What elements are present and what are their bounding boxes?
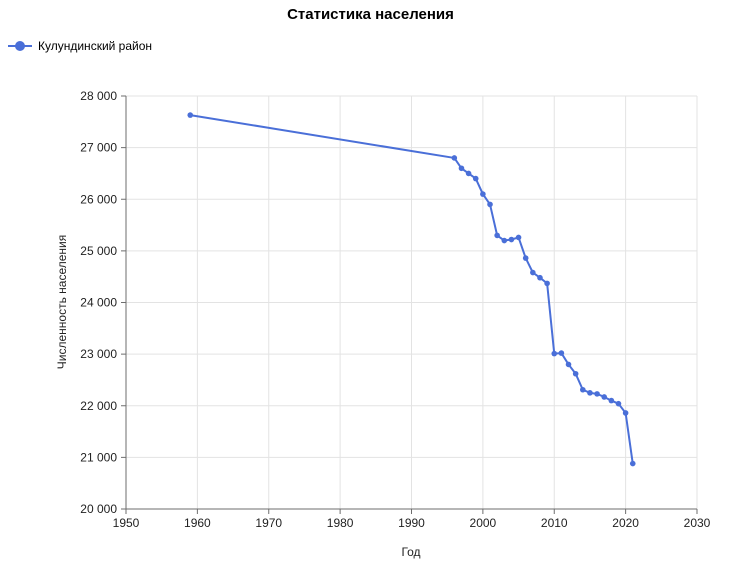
x-tick-label: 2010 — [541, 516, 568, 530]
x-tick-label: 1960 — [184, 516, 211, 530]
data-point — [622, 410, 629, 416]
chart-title: Статистика населения — [287, 6, 454, 23]
data-point — [629, 460, 636, 467]
data-point — [187, 112, 194, 118]
y-tick-label: 21 000 — [80, 450, 117, 464]
x-axis-label: Год — [401, 545, 420, 559]
x-tick-label: 2030 — [684, 516, 711, 530]
y-tick-label: 20 000 — [80, 502, 117, 516]
data-point — [587, 390, 593, 396]
x-tick-label: 2020 — [612, 516, 639, 530]
data-point — [601, 394, 608, 400]
data-point — [565, 361, 572, 368]
x-tick-label: 2000 — [470, 516, 497, 530]
data-point — [472, 175, 479, 182]
x-tick-label: 1970 — [255, 516, 282, 530]
y-tick-label: 26 000 — [80, 192, 117, 206]
y-tick-label: 25 000 — [80, 244, 117, 258]
data-point — [458, 165, 465, 172]
x-tick-label: 1990 — [398, 516, 425, 530]
data-point — [465, 170, 472, 177]
data-point — [594, 391, 600, 397]
data-point — [480, 191, 486, 197]
data-point — [487, 201, 493, 208]
data-point — [551, 350, 558, 357]
data-point — [522, 255, 529, 261]
x-tick-label: 1980 — [327, 516, 354, 530]
y-tick-label: 24 000 — [80, 296, 117, 310]
y-tick-label: 23 000 — [80, 347, 117, 361]
y-tick-label: 22 000 — [80, 399, 117, 413]
data-point — [501, 237, 508, 244]
data-point — [515, 234, 522, 241]
y-axis-label: Численность населения — [55, 235, 69, 369]
data-point — [508, 236, 515, 243]
data-point — [615, 400, 622, 407]
x-tick-label: 1950 — [113, 516, 140, 530]
legend-marker-icon — [8, 40, 32, 52]
legend-label: Кулундинский район — [38, 39, 153, 53]
data-point — [451, 155, 458, 161]
data-point — [494, 232, 500, 239]
data-point — [580, 386, 586, 393]
legend-item[interactable]: Кулундинский район — [8, 39, 152, 53]
data-point — [558, 350, 565, 356]
y-tick-label: 27 000 — [80, 141, 117, 155]
data-point — [544, 280, 550, 287]
data-point — [572, 370, 579, 377]
data-point — [537, 274, 543, 281]
y-tick-label: 28 000 — [80, 89, 117, 103]
data-point — [608, 397, 615, 404]
data-point — [530, 269, 536, 276]
